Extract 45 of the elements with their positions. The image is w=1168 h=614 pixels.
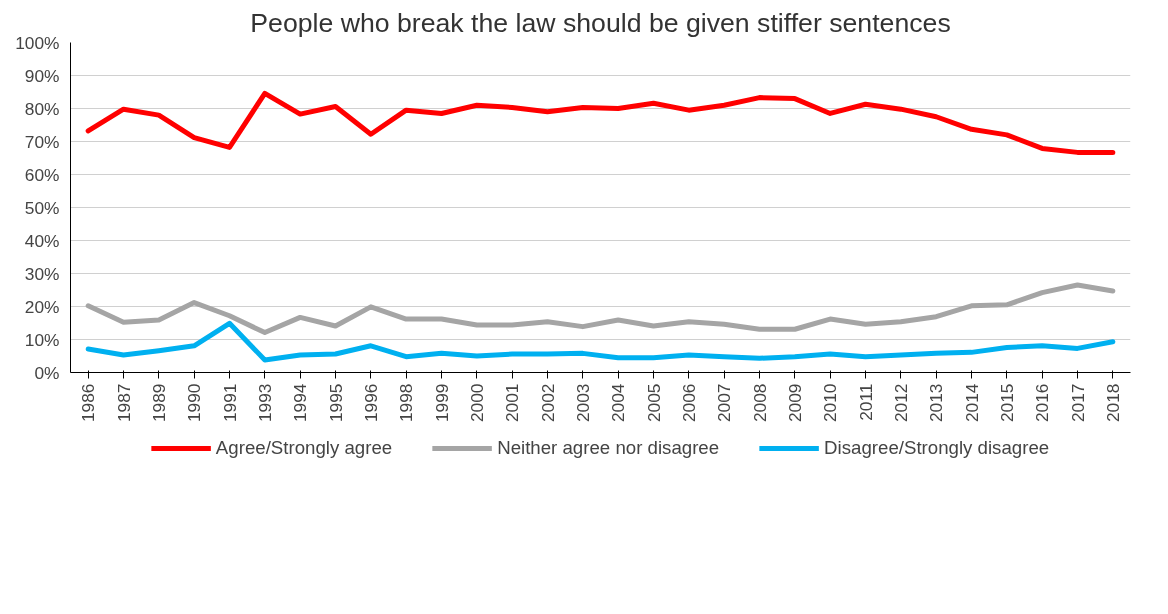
legend-label: Neither agree nor disagree xyxy=(497,437,720,459)
x-tick-label: 2002 xyxy=(537,383,558,423)
x-tick-label: 2013 xyxy=(926,383,947,423)
legend-label: Disagree/Strongly disagree xyxy=(824,437,1050,459)
x-tick-label: 1991 xyxy=(219,383,240,423)
x-tick-label: 2004 xyxy=(608,383,629,423)
legend-label: Agree/Strongly agree xyxy=(215,437,393,459)
y-tick-label: 100% xyxy=(15,32,60,53)
y-tick-label: 70% xyxy=(24,131,60,152)
x-tick-label: 2011 xyxy=(855,383,876,421)
y-tick-label: 10% xyxy=(24,329,60,350)
x-tick-label: 2008 xyxy=(749,383,770,423)
y-tick-label: 80% xyxy=(24,98,60,119)
x-tick-label: 2007 xyxy=(714,383,735,423)
x-tick-label: 2001 xyxy=(502,383,523,423)
x-tick-label: 2010 xyxy=(820,383,841,423)
y-tick-label: 0% xyxy=(34,362,60,383)
x-tick-label: 1990 xyxy=(184,383,205,423)
y-tick-label: 50% xyxy=(24,197,60,218)
x-tick-label: 1994 xyxy=(290,383,311,423)
x-tick-label: 2000 xyxy=(466,383,487,423)
x-tick-label: 2017 xyxy=(1067,383,1088,423)
y-tick-label: 90% xyxy=(24,65,60,86)
x-tick-label: 2009 xyxy=(784,383,805,423)
y-tick-label: 60% xyxy=(24,164,60,185)
x-tick-label: 2005 xyxy=(643,383,664,423)
x-tick-label: 1999 xyxy=(431,383,452,423)
y-tick-label: 20% xyxy=(24,296,60,317)
x-tick-label: 2006 xyxy=(678,383,699,423)
chart-title: People who break the law should be given stiffer sentences xyxy=(250,7,951,38)
x-tick-label: 1987 xyxy=(113,383,134,423)
y-tick-label: 40% xyxy=(24,230,60,251)
x-tick-label: 1995 xyxy=(325,383,346,423)
x-tick-label: 1998 xyxy=(396,383,417,423)
x-tick-label: 2014 xyxy=(961,383,982,423)
x-tick-label: 2016 xyxy=(1032,383,1053,423)
y-tick-label: 30% xyxy=(24,263,60,284)
x-tick-label: 1993 xyxy=(254,383,275,423)
x-tick-label: 1996 xyxy=(360,383,381,423)
x-tick-label: 2018 xyxy=(1102,383,1123,423)
x-tick-label: 2003 xyxy=(572,383,593,423)
x-tick-label: 1986 xyxy=(78,383,99,423)
x-tick-label: 1989 xyxy=(148,383,169,423)
x-tick-label: 2015 xyxy=(996,383,1017,423)
x-tick-label: 2012 xyxy=(890,383,911,423)
